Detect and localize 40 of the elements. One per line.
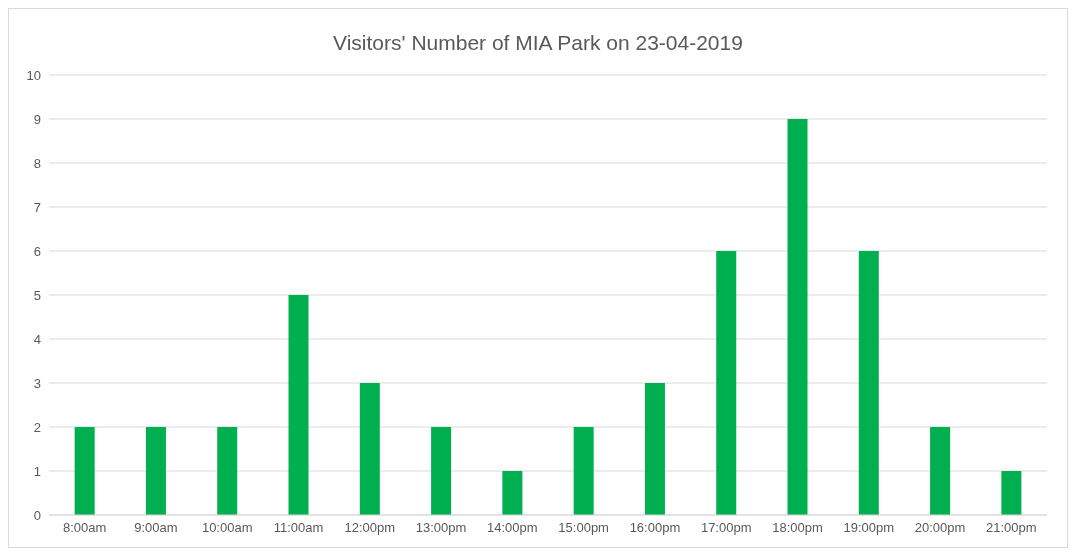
x-tick-label: 19:00pm xyxy=(843,520,895,536)
x-tick-label: 18:00pm xyxy=(772,520,823,536)
bar xyxy=(145,427,166,515)
y-tick-label: 5 xyxy=(33,287,41,303)
x-tick-label: 15:00pm xyxy=(558,520,609,536)
y-tick-label: 6 xyxy=(33,243,41,259)
bar xyxy=(716,251,737,515)
x-tick-label: 10:00am xyxy=(201,520,253,536)
y-tick-label: 8 xyxy=(33,155,41,171)
y-tick-label: 4 xyxy=(33,331,41,347)
bar xyxy=(930,427,951,515)
y-tick-label: 3 xyxy=(33,375,41,391)
bar xyxy=(787,119,808,515)
bar xyxy=(431,427,452,515)
x-tick-label: 20:00pm xyxy=(914,520,966,536)
bar xyxy=(288,295,309,515)
x-tick-label: 16:00pm xyxy=(629,520,681,536)
y-tick-label: 9 xyxy=(33,111,41,127)
x-tick-label: 11:00am xyxy=(273,520,324,536)
x-tick-label: 21:00pm xyxy=(986,520,1037,536)
y-tick-label: 2 xyxy=(33,419,41,435)
bar xyxy=(573,427,594,515)
y-tick-label: 7 xyxy=(33,199,41,215)
y-tick-label: 10 xyxy=(26,67,41,83)
x-tick-label: 12:00pm xyxy=(344,520,396,536)
bar xyxy=(1001,471,1022,515)
bar xyxy=(359,383,380,515)
bar xyxy=(74,427,95,515)
bar xyxy=(858,251,879,515)
x-tick-label: 8:00am xyxy=(62,520,107,536)
x-tick-label: 17:00pm xyxy=(700,520,752,536)
y-tick-label: 0 xyxy=(33,507,41,523)
y-tick-label: 1 xyxy=(33,463,41,479)
chart-title: Visitors' Number of MIA Park on 23-04-2019 xyxy=(332,30,744,56)
bar xyxy=(502,471,523,515)
bar xyxy=(644,383,665,515)
x-tick-label: 9:00am xyxy=(134,520,178,536)
x-tick-label: 13:00pm xyxy=(415,520,467,536)
x-tick-label: 14:00pm xyxy=(487,520,538,536)
bar xyxy=(217,427,238,515)
